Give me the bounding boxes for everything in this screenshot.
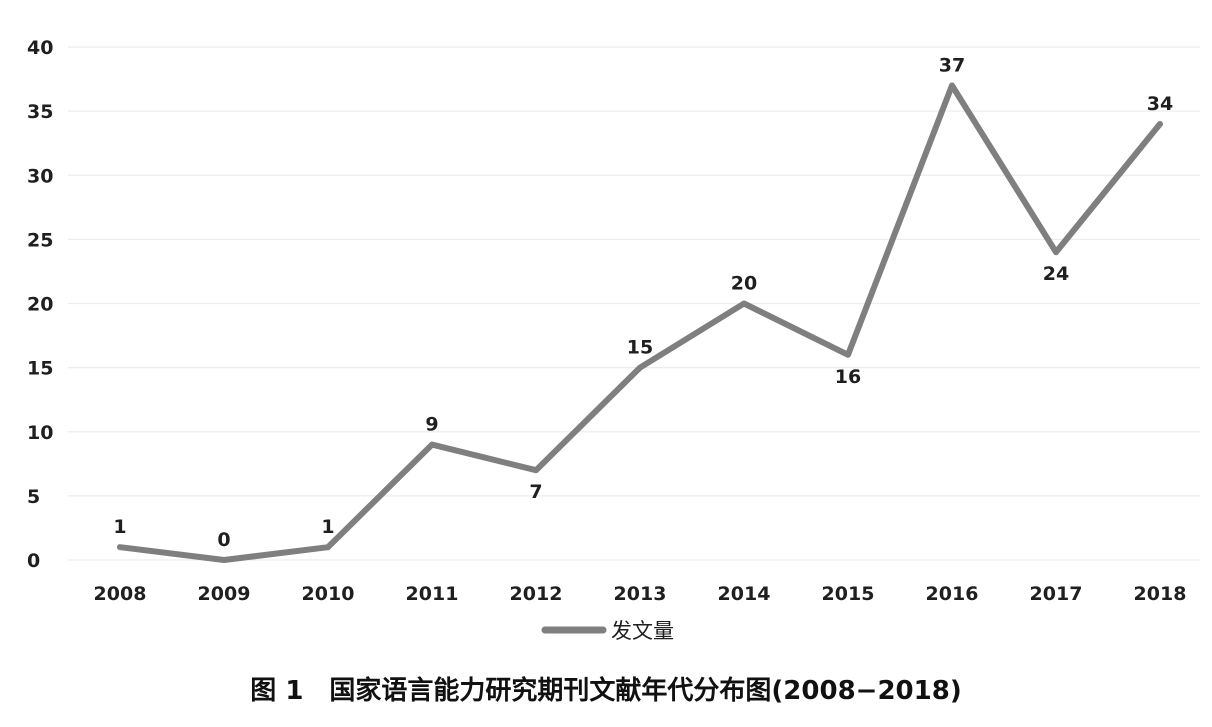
x-tick-label-2016: 2016 bbox=[926, 583, 979, 605]
data-label-2014: 20 bbox=[731, 273, 757, 295]
series-line-0 bbox=[117, 82, 1163, 563]
x-axis-tick-labels: 2008 2009 2010 2011 2012 2013 2014 2015 2016 2017… bbox=[94, 583, 1187, 605]
data-label-2008: 1 bbox=[113, 516, 126, 538]
x-tick-label-2008: 2008 bbox=[94, 583, 147, 605]
data-label-2012: 7 bbox=[529, 481, 542, 503]
data-labels: 1 0 1 9 7 15 20 16 37 24 34 bbox=[113, 54, 1173, 551]
y-tick-label-25: 25 bbox=[27, 229, 53, 251]
data-label-2013: 15 bbox=[627, 337, 653, 359]
x-tick-label-2013: 2013 bbox=[614, 583, 667, 605]
legend: 发文量 bbox=[541, 619, 674, 643]
x-tick-label-2011: 2011 bbox=[406, 583, 459, 605]
x-tick-label-2014: 2014 bbox=[718, 583, 771, 605]
data-label-2017: 24 bbox=[1043, 263, 1069, 285]
y-tick-label-35: 35 bbox=[27, 101, 53, 123]
data-label-2016: 37 bbox=[939, 54, 965, 76]
y-axis-tick-labels: 0 5 10 15 20 25 30 35 40 bbox=[27, 37, 53, 572]
y-tick-label-5: 5 bbox=[27, 486, 40, 508]
x-tick-label-2018: 2018 bbox=[1134, 583, 1187, 605]
y-tick-label-10: 10 bbox=[27, 422, 53, 444]
legend-label-series: 发文量 bbox=[611, 619, 674, 643]
x-tick-label-2009: 2009 bbox=[198, 583, 251, 605]
x-tick-label-2012: 2012 bbox=[510, 583, 563, 605]
gridlines bbox=[68, 46, 1200, 561]
y-tick-label-40: 40 bbox=[27, 37, 53, 59]
x-tick-label-2017: 2017 bbox=[1030, 583, 1083, 605]
y-tick-label-20: 20 bbox=[27, 294, 53, 316]
data-label-2009: 0 bbox=[217, 529, 230, 551]
data-label-2011: 9 bbox=[425, 414, 438, 436]
data-label-2018: 34 bbox=[1147, 93, 1173, 115]
y-tick-label-15: 15 bbox=[27, 358, 53, 380]
y-tick-label-30: 30 bbox=[27, 165, 53, 187]
data-label-2015: 16 bbox=[835, 366, 861, 388]
data-label-2010: 1 bbox=[321, 516, 334, 538]
x-tick-label-2010: 2010 bbox=[302, 583, 355, 605]
y-tick-label-0: 0 bbox=[27, 550, 40, 572]
figure-caption: 图 1 国家语言能力研究期刊文献年代分布图(2008−2018) bbox=[250, 676, 962, 706]
x-tick-label-2015: 2015 bbox=[822, 583, 875, 605]
series-lines bbox=[117, 82, 1163, 563]
